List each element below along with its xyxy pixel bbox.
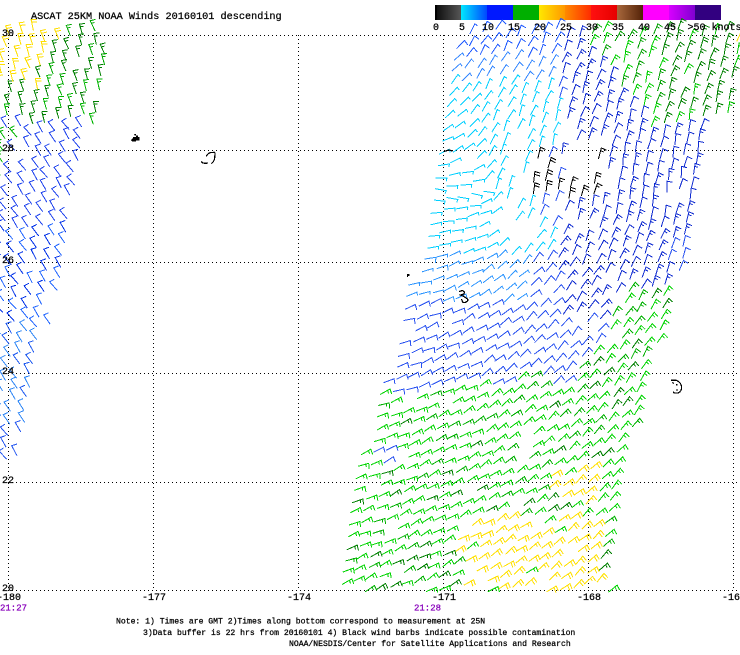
svg-text:35: 35 (612, 23, 624, 34)
svg-text:-180: -180 (0, 593, 21, 604)
svg-text:15: 15 (508, 23, 520, 34)
svg-text:21:27: 21:27 (0, 604, 27, 614)
svg-text:30: 30 (586, 23, 598, 34)
svg-text:3)Data buffer is 22 hrs from 2: 3)Data buffer is 22 hrs from 20160101 4)… (143, 629, 575, 638)
svg-text:21:28: 21:28 (414, 604, 441, 614)
svg-text:10: 10 (482, 23, 494, 34)
svg-text:-165: -165 (722, 593, 740, 604)
svg-text:40: 40 (638, 23, 650, 34)
svg-text:30: 30 (2, 29, 14, 40)
svg-text:24: 24 (2, 367, 14, 378)
svg-text:Note: 1) Times are GMT 2)Times: Note: 1) Times are GMT 2)Times along bot… (116, 618, 485, 627)
svg-text:20: 20 (534, 23, 546, 34)
svg-text:5: 5 (459, 23, 465, 34)
svg-text:-177: -177 (142, 593, 166, 604)
svg-text:22: 22 (2, 476, 14, 487)
svg-text:25: 25 (560, 23, 572, 34)
svg-text:>50 knots: >50 knots (688, 22, 740, 34)
svg-text:-171: -171 (432, 593, 456, 604)
svg-text:-168: -168 (577, 593, 601, 604)
svg-text:0: 0 (433, 23, 439, 34)
svg-text:26: 26 (2, 256, 14, 267)
svg-text:-174: -174 (287, 593, 311, 604)
svg-text:28: 28 (2, 144, 14, 155)
svg-text:NOAA/NESDIS/Center for Satelli: NOAA/NESDIS/Center for Satellite Applica… (289, 640, 571, 649)
svg-text:45: 45 (664, 23, 676, 34)
svg-text:ASCAT 25KM NOAA Winds 20160101: ASCAT 25KM NOAA Winds 20160101 descendin… (31, 11, 282, 23)
